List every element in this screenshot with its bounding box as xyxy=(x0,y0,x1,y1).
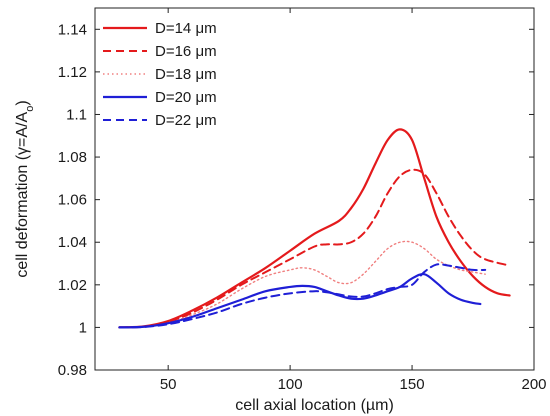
y-tick-label: 1 xyxy=(79,319,87,336)
legend-label: D=14 μm xyxy=(155,20,217,37)
y-tick-label: 1.1 xyxy=(66,106,87,123)
x-tick-label: 100 xyxy=(278,376,303,393)
x-tick-label: 50 xyxy=(160,376,177,393)
series-line-5 xyxy=(118,263,487,329)
axis-ticks: 50 100 150 200 0.98 1 1.02 1.04 1.06 1.08 1.1 1.12 1… xyxy=(58,8,547,393)
y-axis-title-close: ) xyxy=(14,100,31,105)
x-axis-title: cell axial location (µm) xyxy=(235,397,394,414)
x-tick-label: 200 xyxy=(521,376,546,393)
legend-label: D=16 μm xyxy=(155,43,217,60)
series-layer xyxy=(118,128,511,329)
y-axis-title-main: cell deformation (γ=A/A xyxy=(14,111,31,277)
legend-label: D=20 μm xyxy=(155,89,217,106)
legend-label: D=18 μm xyxy=(155,66,217,83)
y-tick-label: 1.08 xyxy=(58,149,87,166)
y-tick-label: 1.06 xyxy=(58,192,87,209)
series-line-1 xyxy=(118,128,511,329)
legend-label: D=22 μm xyxy=(155,112,217,129)
series-line-3 xyxy=(118,240,486,329)
y-tick-label: 1.02 xyxy=(58,277,87,294)
y-axis-title: cell deformation (γ=A/Ao) xyxy=(14,100,36,277)
y-tick-label: 0.98 xyxy=(58,362,87,379)
legend: D=14 μm D=16 μm D=18 μm D=20 μm D=22 μm xyxy=(103,20,217,129)
y-axis-title-subscript: o xyxy=(24,106,36,112)
plot-frame xyxy=(94,7,535,371)
y-tick-label: 1.04 xyxy=(58,234,87,251)
x-tick-label: 150 xyxy=(400,376,425,393)
series-line-4 xyxy=(118,272,482,329)
y-tick-label: 1.14 xyxy=(58,21,87,38)
y-tick-label: 1.12 xyxy=(58,64,87,81)
